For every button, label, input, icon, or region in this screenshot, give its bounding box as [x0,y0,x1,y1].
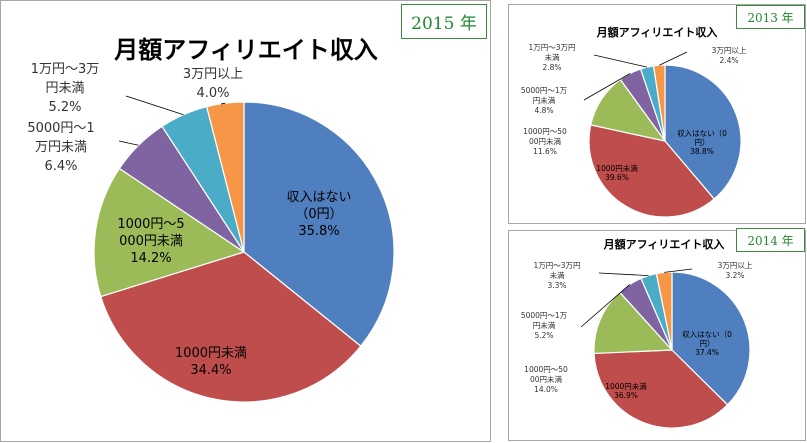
pie-slice-2014-0 [671,271,751,406]
year-badge-2014: 2014 年 [736,228,805,252]
slice-label-2013-2: 1000円～50 00円未満 11.6% [523,127,567,156]
chart-title-2015: 月額アフィリエイト収入 [113,36,378,64]
slice-value-2014-0: 37.4% [695,348,719,357]
pie-slice-2014-1 [593,349,729,429]
slice-value-2013-1: 39.6% [605,173,629,182]
leader-line-2014-5 [664,268,693,273]
slice-value-2013-4: 2.8% [542,63,561,72]
pie-slice-2013-5 [652,64,666,142]
chart-title-2014: 月額アフィリエイト収入 [603,237,725,251]
pie-slice-2014-2 [593,291,674,355]
leader-line-2015-5 [220,102,226,105]
slice-value-2015-2: 14.2% [130,251,171,266]
slice-label-2015-3: 5000円～1 万円未満 6.4% [27,121,94,174]
pie-slice-2015-5 [205,101,245,253]
pie-slice-2013-1 [588,124,716,218]
slice-label-2013-4: 1万円～3万円未満 2.8% [528,43,575,72]
slice-label-2015-1: 1000円未満 34.4% [175,346,247,378]
leader-line-2014-3 [580,284,631,328]
slice-label-2013-1: 1000円未満 39.6% [596,163,638,182]
slice-value-2015-1: 34.4% [190,363,231,378]
leader-line-2013-5 [659,51,688,66]
year-badge-2015: 2015 年 [401,4,487,39]
pie-slice-2015-0 [243,101,395,347]
slice-label-2014-3: 5000円～1万円未満 5.2% [521,311,568,340]
slice-value-2015-3: 6.4% [44,159,77,174]
slice-value-2014-4: 3.3% [547,281,566,290]
leader-line-2013-4 [593,54,648,68]
slice-label-2014-5: 3万円以上 3.2% [718,261,753,280]
chart-panel-2015: 月額アフィリエイト収入収入はない（0円） 35.8% 1000円未満 34.4% 100… [0,0,491,442]
slice-label-2015-2: 1000円～5 000円未満 14.2% [117,217,184,266]
slice-value-2013-3: 4.8% [534,106,553,115]
slice-value-2015-4: 5.2% [48,100,81,115]
slice-label-2015-4: 1万円～3万円未満 5.2% [31,62,100,115]
slice-label-2015-0: 収入はない（0円） 35.8% [286,190,351,239]
slice-label-2013-0: 収入はない（0 円） 38.8% [677,129,727,156]
slice-value-2013-0: 38.8% [690,147,714,156]
slice-value-2014-1: 36.9% [614,391,638,400]
slice-label-2013-5: 3万円以上 2.4% [712,46,747,65]
chart-panel-2014: 月額アフィリエイト収入収入はない（0 円） 37.4% 1000円未満 36.9% 100… [508,228,806,441]
year-badge-2013: 2013 年 [736,5,805,29]
slice-label-2014-2: 1000円～50 00円未満 14.0% [524,365,568,394]
slice-label-2015-5: 3万円以上 4.0% [183,67,243,101]
chart-panel-2013: 月額アフィリエイト収入収入はない（0 円） 38.8% 1000円未満 39.6% 100… [508,4,806,224]
pie-slice-2015-2 [93,167,246,298]
slice-label-2014-0: 収入はない（0 円） 37.4% [682,330,732,357]
slice-value-2013-2: 11.6% [533,147,557,156]
leader-line-2015-4 [125,95,184,116]
pie-slice-2013-0 [664,64,742,200]
slice-value-2014-5: 3.2% [725,271,744,280]
leader-line-2014-4 [598,272,649,276]
slice-value-2014-2: 14.0% [534,385,558,394]
slice-value-2014-3: 5.2% [534,331,553,340]
slice-label-2014-4: 1万円～3万円未満 3.3% [533,261,580,290]
slice-label-2014-1: 1000円未満 36.9% [605,381,647,400]
chart-title-2013: 月額アフィリエイト収入 [596,25,718,39]
slice-value-2015-0: 35.8% [298,224,339,239]
leader-line-2013-3 [583,73,631,101]
leader-line-2015-3 [118,140,139,146]
slice-value-2013-5: 2.4% [719,56,738,65]
slice-value-2015-5: 4.0% [196,86,229,101]
slice-label-2013-3: 5000円～1万円未満 4.8% [521,86,568,115]
pie-slice-2015-1 [100,251,362,403]
